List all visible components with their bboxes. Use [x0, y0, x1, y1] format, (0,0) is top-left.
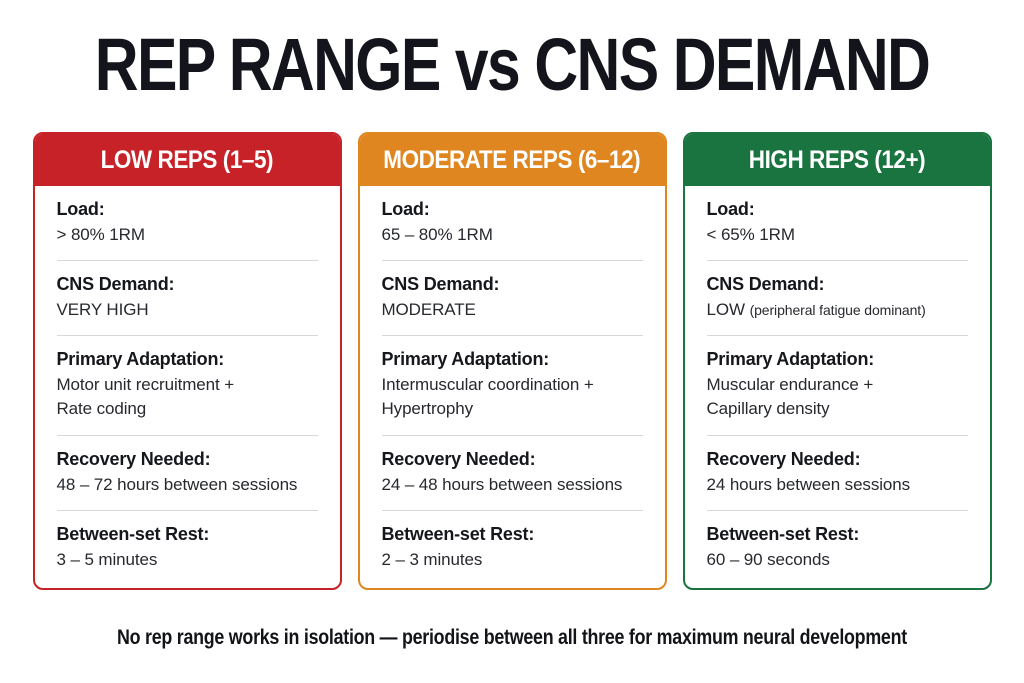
field-label: Recovery Needed:: [56, 448, 211, 469]
field-value: LOW (peripheral fatigue dominant): [707, 298, 978, 322]
footer-note: No rep range works in isolation — period…: [117, 625, 907, 649]
card-header-moderate-reps: MODERATE REPS (6–12): [359, 134, 665, 186]
divider: [706, 434, 968, 436]
field-recovery-needed: Recovery Needed: 24 – 48 hours between s…: [382, 449, 653, 497]
field-value-text: VERY HIGH: [56, 300, 149, 320]
field-label: Between-set Rest:: [381, 523, 535, 544]
field-value: < 65% 1RM: [706, 225, 796, 244]
card-header-label: HIGH REPS (12+): [748, 145, 926, 174]
divider: [706, 335, 968, 337]
field-between-set-rest: Between-set Rest: 60 – 90 seconds: [707, 524, 978, 572]
field-value: 24 – 48 hours between sessions: [381, 474, 623, 494]
page-title: REP RANGE vs CNS DEMAND: [94, 23, 931, 106]
field-value: 65 – 80% 1RM: [381, 225, 493, 244]
divider: [381, 434, 643, 436]
card-header-label: LOW REPS (1–5): [100, 145, 274, 174]
field-value: 2 – 3 minutes: [381, 549, 483, 569]
divider: [381, 509, 643, 511]
field-value: 60 – 90 seconds: [706, 549, 830, 569]
field-value: 24 hours between sessions: [706, 474, 911, 494]
field-between-set-rest: Between-set Rest: 2 – 3 minutes: [382, 524, 653, 572]
field-cns-demand: CNS Demand: LOW (peripheral fatigue domi…: [707, 274, 978, 322]
field-label: CNS Demand:: [381, 274, 500, 295]
divider: [706, 260, 968, 262]
field-note: (peripheral fatigue dominant): [749, 302, 926, 319]
field-recovery-needed: Recovery Needed: 48 – 72 hours between s…: [57, 449, 328, 497]
field-value: VERY HIGH: [57, 298, 328, 322]
field-value: Muscular endurance + Capillary density: [706, 375, 874, 419]
field-value: Intermuscular coordination + Hypertrophy: [381, 375, 594, 419]
field-label: CNS Demand:: [706, 274, 825, 295]
divider: [56, 434, 318, 436]
field-label: Primary Adaptation:: [56, 349, 225, 370]
card-header-label: MODERATE REPS (6–12): [383, 145, 641, 174]
field-label: Primary Adaptation:: [706, 349, 875, 370]
field-value: 3 – 5 minutes: [56, 549, 158, 569]
field-load: Load: 65 – 80% 1RM: [382, 199, 653, 247]
field-primary-adaptation: Primary Adaptation: Muscular endurance +…: [707, 349, 978, 421]
field-label: Load:: [706, 199, 755, 219]
field-label: Primary Adaptation:: [381, 349, 550, 370]
field-label: Recovery Needed:: [706, 448, 861, 469]
divider: [56, 509, 318, 511]
field-value: Motor unit recruitment + Rate coding: [56, 375, 235, 419]
card-moderate-reps: MODERATE REPS (6–12) Load: 65 – 80% 1RM …: [357, 132, 667, 590]
field-cns-demand: CNS Demand: MODERATE: [382, 274, 653, 322]
card-body: Load: > 80% 1RM CNS Demand: VERY HIGH Pr…: [35, 186, 340, 588]
field-value: MODERATE: [382, 298, 653, 322]
field-value: > 80% 1RM: [56, 225, 146, 244]
field-between-set-rest: Between-set Rest: 3 – 5 minutes: [57, 524, 328, 572]
divider: [381, 260, 643, 262]
divider: [381, 335, 643, 337]
card-body: Load: 65 – 80% 1RM CNS Demand: MODERATE …: [360, 186, 665, 588]
field-label: Between-set Rest:: [56, 523, 210, 544]
divider: [706, 509, 968, 511]
card-header-low-reps: LOW REPS (1–5): [34, 134, 340, 186]
field-label: Recovery Needed:: [381, 448, 536, 469]
field-load: Load: > 80% 1RM: [57, 199, 328, 247]
field-label: Between-set Rest:: [706, 523, 860, 544]
card-low-reps: LOW REPS (1–5) Load: > 80% 1RM CNS Deman…: [32, 132, 342, 590]
card-header-high-reps: HIGH REPS (12+): [684, 134, 990, 186]
field-label: Load:: [56, 199, 105, 219]
card-high-reps: HIGH REPS (12+) Load: < 65% 1RM CNS Dema…: [682, 132, 992, 590]
cards-row: LOW REPS (1–5) Load: > 80% 1RM CNS Deman…: [0, 132, 1024, 590]
poster: REP RANGE vs CNS DEMAND LOW REPS (1–5) L…: [0, 23, 1024, 649]
field-primary-adaptation: Primary Adaptation: Motor unit recruitme…: [57, 349, 328, 421]
field-label: CNS Demand:: [56, 274, 175, 295]
field-label: Load:: [381, 199, 430, 219]
field-value-text: MODERATE: [381, 300, 476, 320]
field-primary-adaptation: Primary Adaptation: Intermuscular coordi…: [382, 349, 653, 421]
field-load: Load: < 65% 1RM: [707, 199, 978, 247]
divider: [56, 260, 318, 262]
field-recovery-needed: Recovery Needed: 24 hours between sessio…: [707, 449, 978, 497]
field-cns-demand: CNS Demand: VERY HIGH: [57, 274, 328, 322]
divider: [56, 335, 318, 337]
card-body: Load: < 65% 1RM CNS Demand: LOW (periphe…: [685, 186, 990, 588]
field-value-text: LOW: [706, 300, 746, 320]
field-value: 48 – 72 hours between sessions: [56, 474, 298, 494]
